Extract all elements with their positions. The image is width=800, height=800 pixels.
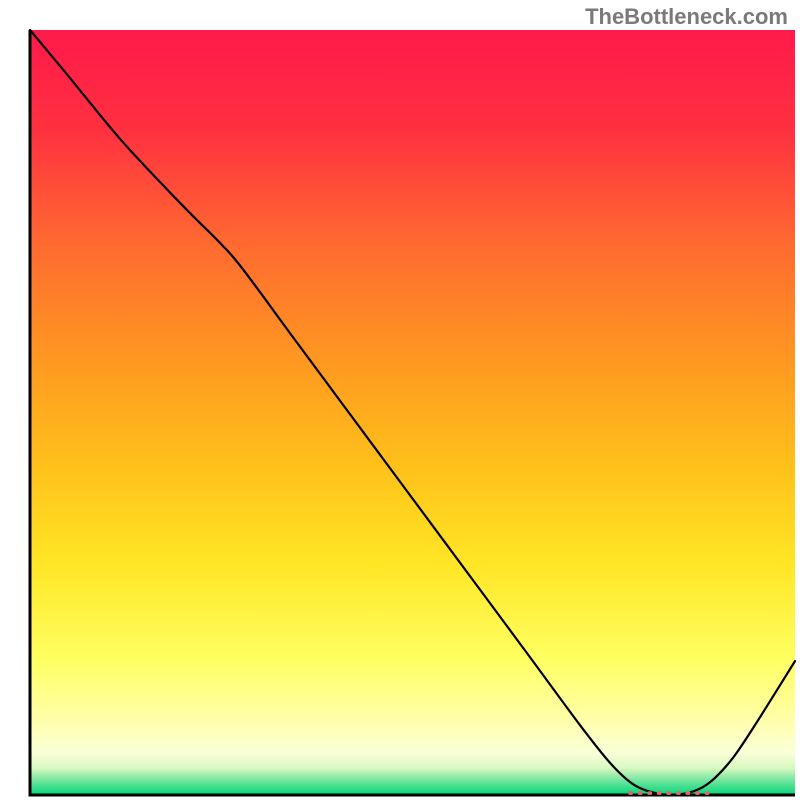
bottleneck-chart [0, 0, 800, 800]
chart-background-gradient [30, 30, 795, 795]
watermark-text: TheBottleneck.com [585, 4, 788, 30]
optimal-range-marker [628, 791, 710, 795]
